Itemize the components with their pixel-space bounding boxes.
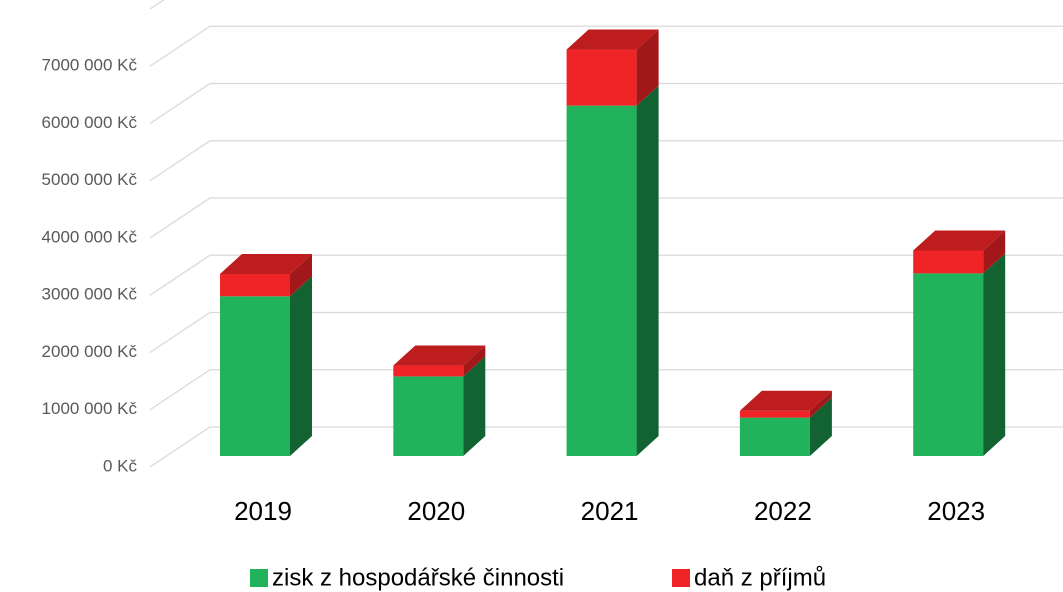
y-tick-label: 3000 000 Kč xyxy=(42,285,138,304)
bar-top xyxy=(913,230,1006,251)
x-tick-label: 2020 xyxy=(407,496,465,526)
bar-top xyxy=(566,29,659,50)
bar-side xyxy=(290,276,312,456)
x-tick-label: 2019 xyxy=(234,496,292,526)
grid-line xyxy=(149,25,1063,67)
legend-label: daň z příjmů xyxy=(694,564,826,591)
y-tick-label: 4000 000 Kč xyxy=(42,227,138,246)
plot-top-edge xyxy=(149,0,165,10)
bar xyxy=(220,296,290,456)
bar-side xyxy=(290,253,312,297)
x-tick-label: 2023 xyxy=(927,496,985,526)
bar xyxy=(913,273,984,456)
grid-line xyxy=(149,140,1063,182)
bar-side xyxy=(463,356,486,456)
bar xyxy=(566,105,637,456)
y-tick-label: 2000 000 Kč xyxy=(42,342,138,361)
bar xyxy=(739,417,810,456)
grid-line xyxy=(149,311,1063,354)
grid-line xyxy=(149,254,1063,296)
grid-line xyxy=(149,369,1063,411)
y-tick-label: 6000 000 Kč xyxy=(42,113,138,132)
bar-top xyxy=(393,345,486,366)
bar xyxy=(913,250,984,274)
bar-side xyxy=(463,345,486,377)
grid-line xyxy=(149,82,1063,125)
bar-top xyxy=(739,390,832,411)
x-tick-label: 2021 xyxy=(581,496,639,526)
legend-label: zisk z hospodářské činnosti xyxy=(272,564,564,591)
bar-side xyxy=(983,230,1006,274)
y-tick-label: 1000 000 Kč xyxy=(42,399,138,418)
bar xyxy=(566,49,637,106)
bar-side xyxy=(636,29,659,106)
bar-side xyxy=(983,253,1006,456)
y-tick-label: 7000 000 Kč xyxy=(42,56,138,75)
bar xyxy=(393,365,464,377)
x-tick-label: 2022 xyxy=(754,496,812,526)
bar-top xyxy=(220,253,312,274)
grid-line xyxy=(149,197,1063,239)
bar xyxy=(393,376,464,456)
y-tick-label: 5000 000 Kč xyxy=(42,170,138,189)
bar-side xyxy=(809,397,832,456)
bar-side xyxy=(809,390,832,418)
bar xyxy=(220,273,290,297)
legend-swatch xyxy=(250,569,268,587)
bar-side xyxy=(636,85,659,456)
y-tick-label: 0 Kč xyxy=(103,456,138,475)
bar xyxy=(739,410,810,418)
legend-swatch xyxy=(672,569,690,587)
